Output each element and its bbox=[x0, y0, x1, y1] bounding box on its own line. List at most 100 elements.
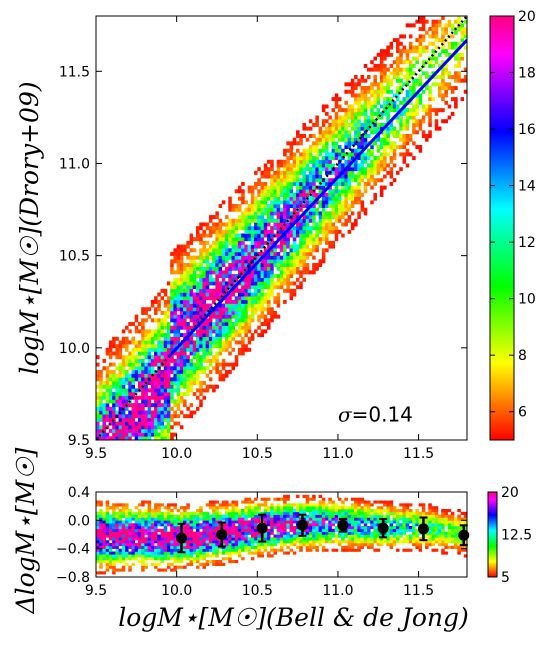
heatmap-cell bbox=[244, 506, 248, 510]
heatmap-cell bbox=[176, 560, 181, 564]
heatmap-cell bbox=[150, 557, 155, 561]
heatmap-cell bbox=[186, 288, 190, 293]
heatmap-cell bbox=[379, 185, 384, 190]
heatmap-cell bbox=[334, 226, 339, 231]
heatmap-cell bbox=[241, 523, 245, 527]
heatmap-cell bbox=[183, 355, 187, 360]
heatmap-cell bbox=[341, 500, 345, 504]
heatmap-cell bbox=[350, 520, 355, 524]
heatmap-cell bbox=[121, 392, 126, 397]
heatmap-cell bbox=[405, 93, 410, 98]
heatmap-cell bbox=[170, 381, 174, 385]
heatmap-cell bbox=[254, 207, 258, 212]
heatmap-cell bbox=[196, 528, 200, 532]
heatmap-cell bbox=[312, 497, 316, 501]
heatmap-cell bbox=[166, 381, 171, 385]
heatmap-cell bbox=[196, 310, 200, 315]
heatmap-cell bbox=[115, 395, 119, 400]
heatmap-cell bbox=[350, 548, 355, 552]
heatmap-cell bbox=[421, 38, 426, 43]
heatmap-cell bbox=[325, 506, 329, 510]
heatmap-cell bbox=[250, 196, 255, 201]
heatmap-cell bbox=[273, 170, 277, 175]
heatmap-cell bbox=[266, 543, 271, 547]
heatmap-cell bbox=[305, 218, 310, 223]
heatmap-cell bbox=[115, 545, 119, 549]
heatmap-cell bbox=[134, 403, 139, 408]
heatmap-cell bbox=[112, 528, 116, 532]
heatmap-cell bbox=[234, 329, 239, 334]
heatmap-cell bbox=[192, 310, 197, 315]
heatmap-cell bbox=[263, 534, 268, 538]
heatmap-cell bbox=[112, 506, 116, 510]
heatmap-cell bbox=[302, 126, 306, 131]
heatmap-cell bbox=[334, 548, 339, 552]
heatmap-cell bbox=[231, 336, 236, 341]
heatmap-cell bbox=[118, 417, 123, 422]
heatmap-cell bbox=[399, 89, 403, 94]
heatmap-cell bbox=[131, 531, 136, 535]
heatmap-cell bbox=[257, 520, 261, 524]
heatmap-cell bbox=[202, 511, 206, 515]
heatmap-cell bbox=[234, 189, 239, 194]
heatmap-cell bbox=[315, 537, 319, 541]
heatmap-cell bbox=[260, 211, 265, 216]
heatmap-cell bbox=[231, 229, 236, 234]
heatmap-cell bbox=[334, 119, 339, 124]
heatmap-cell bbox=[302, 543, 306, 547]
heatmap-cell bbox=[315, 531, 319, 535]
heatmap-cell bbox=[179, 288, 184, 293]
heatmap-cell bbox=[189, 520, 194, 524]
heatmap-cell bbox=[447, 52, 452, 57]
heatmap-cell bbox=[99, 528, 103, 532]
colorbar-tick-label: 8 bbox=[518, 348, 527, 364]
heatmap-cell bbox=[312, 494, 316, 498]
heatmap-cell bbox=[447, 19, 452, 24]
heatmap-cell bbox=[270, 259, 274, 264]
heatmap-cell bbox=[366, 122, 371, 127]
heatmap-cell bbox=[170, 554, 174, 558]
heatmap-cell bbox=[373, 178, 377, 183]
heatmap-cell bbox=[296, 215, 300, 220]
heatmap-cell bbox=[186, 325, 190, 330]
heatmap-cell bbox=[431, 49, 436, 54]
heatmap-cell bbox=[244, 520, 248, 524]
heatmap-cell bbox=[299, 259, 303, 264]
heatmap-cell bbox=[312, 537, 316, 541]
heatmap-cell bbox=[102, 554, 106, 558]
heatmap-cell bbox=[292, 251, 297, 256]
heatmap-cell bbox=[379, 74, 384, 79]
heatmap-cell bbox=[276, 174, 281, 179]
heatmap-cell bbox=[221, 248, 226, 253]
heatmap-cell bbox=[189, 255, 194, 260]
heatmap-cell bbox=[305, 137, 310, 142]
heatmap-cell bbox=[170, 292, 174, 297]
heatmap-cell bbox=[160, 392, 165, 397]
heatmap-cell bbox=[160, 333, 165, 338]
heatmap-cell bbox=[260, 310, 265, 315]
heatmap-cell bbox=[179, 514, 184, 518]
heatmap-cell bbox=[350, 534, 355, 538]
heatmap-cell bbox=[328, 163, 332, 168]
heatmap-cell bbox=[154, 373, 158, 378]
heatmap-cell bbox=[357, 509, 361, 513]
heatmap-cell bbox=[121, 329, 126, 334]
heatmap-cell bbox=[312, 163, 316, 168]
heatmap-cell bbox=[141, 406, 145, 411]
heatmap-cell bbox=[157, 395, 161, 400]
heatmap-cell bbox=[341, 133, 345, 138]
heatmap-cell bbox=[118, 511, 123, 515]
heatmap-cell bbox=[408, 93, 413, 98]
heatmap-cell bbox=[241, 181, 245, 186]
heatmap-cell bbox=[325, 523, 329, 527]
heatmap-cell bbox=[163, 381, 168, 385]
heatmap-cell bbox=[250, 259, 255, 264]
heatmap-cell bbox=[183, 322, 187, 327]
heatmap-cell bbox=[296, 229, 300, 234]
heatmap-cell bbox=[176, 421, 181, 426]
heatmap-cell bbox=[231, 325, 236, 330]
heatmap-cell bbox=[212, 543, 216, 547]
heatmap-cell bbox=[147, 314, 152, 319]
heatmap-cell bbox=[247, 545, 252, 549]
heatmap-cell bbox=[115, 523, 119, 527]
